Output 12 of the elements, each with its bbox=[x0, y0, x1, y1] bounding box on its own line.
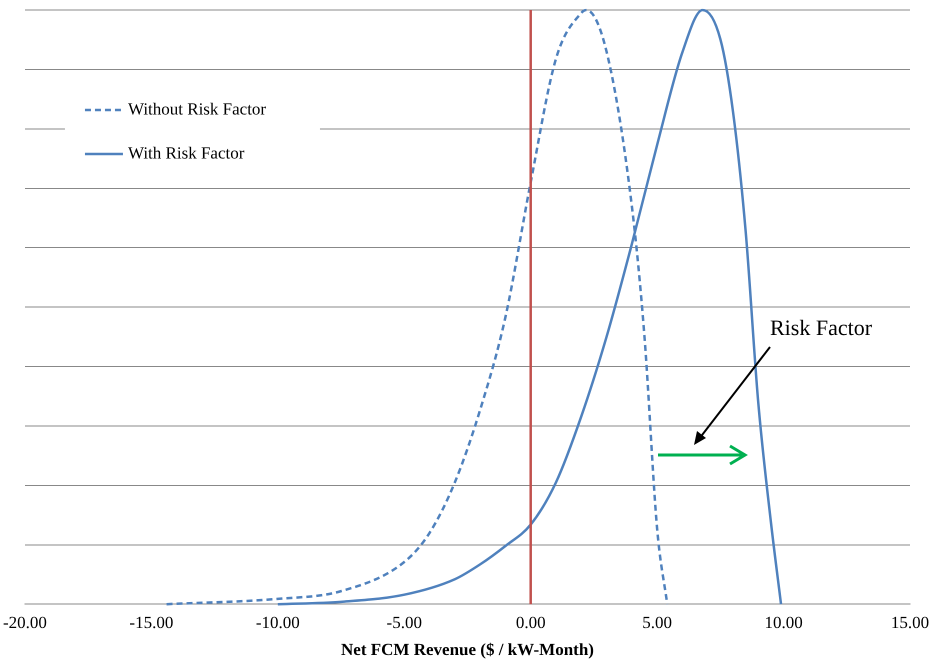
x-tick-label: -15.00 bbox=[129, 612, 174, 632]
x-tick-label: 10.00 bbox=[764, 612, 803, 632]
legend-label: With Risk Factor bbox=[128, 143, 245, 162]
x-tick-label: 15.00 bbox=[890, 612, 930, 632]
x-tick-label: -5.00 bbox=[386, 612, 422, 632]
annotation: Risk Factor bbox=[770, 315, 873, 340]
legend-label: Without Risk Factor bbox=[128, 99, 266, 118]
x-tick-label: -10.00 bbox=[256, 612, 300, 632]
x-tick-label: -20.00 bbox=[2, 612, 47, 632]
x-axis-title: Net FCM Revenue ($ / kW-Month) bbox=[341, 640, 594, 660]
x-tick-label: 0.00 bbox=[516, 612, 546, 632]
x-tick-label: 5.00 bbox=[642, 612, 672, 632]
